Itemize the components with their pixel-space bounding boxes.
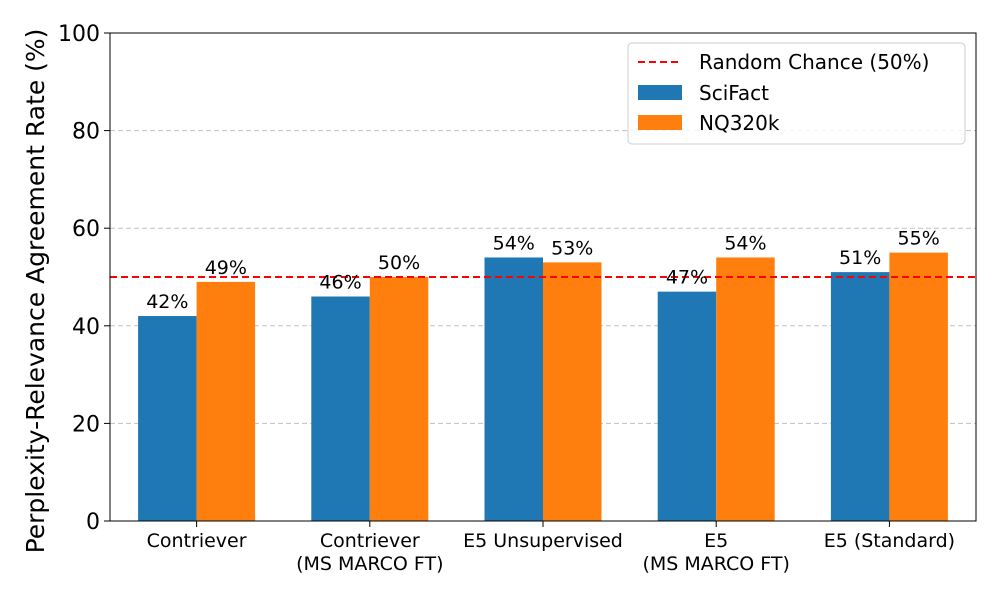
legend-label-random-chance: Random Chance (50%): [699, 50, 929, 74]
bar-scifact-2: [484, 257, 543, 521]
x-tick-label-0-line-0: Contriever: [147, 530, 247, 552]
data-label-nq320k-1: 50%: [378, 252, 420, 274]
bar-scifact-4: [830, 272, 890, 521]
y-tick-label-60: 60: [72, 217, 100, 242]
data-label-nq320k-4: 55%: [898, 228, 940, 250]
bar-nq320k-2: [543, 262, 602, 521]
x-tick-label-1-line-0: Contriever: [320, 530, 420, 552]
bar-nq320k-0: [196, 281, 256, 521]
data-label-scifact-0: 42%: [146, 291, 188, 313]
bar-nq320k-3: [716, 257, 775, 521]
bars: [138, 252, 948, 521]
x-axis-ticks: Contriever Contriever(MS MARCO FT)E5 Unsu…: [147, 521, 955, 575]
bar-scifact-3: [657, 291, 717, 521]
x-tick-label-2-line-0: E5 Unsupervised: [463, 530, 623, 552]
data-label-nq320k-0: 49%: [205, 257, 247, 279]
data-label-nq320k-2: 53%: [551, 237, 593, 259]
legend-label-scifact: SciFact: [699, 81, 769, 105]
x-tick-label-3-line-1: (MS MARCO FT): [642, 553, 789, 575]
legend: Random Chance (50%) SciFact NQ320k: [627, 42, 966, 145]
y-tick-label-40: 40: [72, 315, 100, 340]
y-tick-label-100: 100: [58, 22, 100, 47]
y-axis-label: Perplexity-Relevance Agreement Rate (%): [21, 29, 50, 554]
legend-swatch-scifact: [638, 85, 682, 100]
data-label-scifact-2: 54%: [493, 232, 535, 254]
bar-nq320k-1: [369, 277, 429, 521]
bar-nq320k-4: [889, 252, 948, 521]
bar-scifact-1: [311, 296, 370, 521]
y-tick-label-80: 80: [72, 120, 100, 145]
bar-scifact-0: [138, 316, 197, 521]
data-label-nq320k-3: 54%: [724, 232, 766, 254]
y-axis-ticks: 0 20 40 60 80 100: [58, 22, 110, 535]
x-tick-label-4-line-0: E5 (Standard): [824, 530, 955, 552]
data-labels: 42% 49% 46% 50% 54% 53% 47% 54% 51% 55%: [146, 228, 940, 313]
legend-box: [627, 42, 966, 145]
legend-label-nq320k: NQ320k: [699, 111, 780, 135]
data-label-scifact-1: 46%: [319, 272, 361, 294]
y-tick-label-20: 20: [72, 412, 100, 437]
data-label-scifact-4: 51%: [839, 247, 881, 269]
data-label-scifact-3: 47%: [666, 267, 708, 289]
x-tick-label-3-line-0: E5: [704, 530, 728, 552]
y-tick-label-0: 0: [86, 510, 100, 535]
x-tick-label-1-line-1: (MS MARCO FT): [296, 553, 443, 575]
legend-swatch-nq320k: [638, 115, 682, 130]
